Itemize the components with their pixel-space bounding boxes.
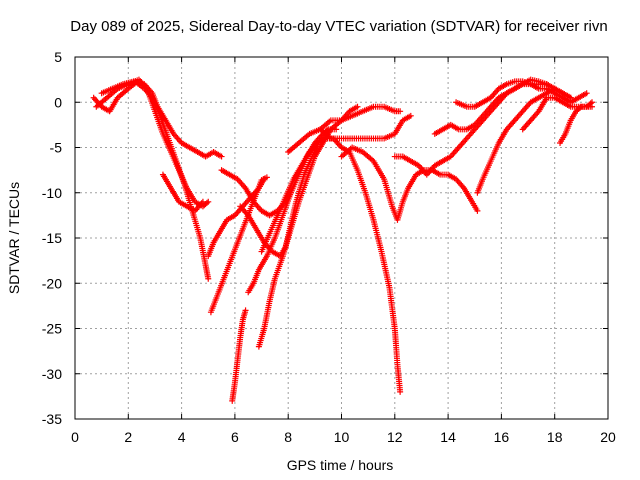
series-track-03 [98, 78, 225, 160]
x-tick-label: 2 [124, 429, 132, 445]
data-point [589, 103, 596, 110]
data-point [203, 199, 210, 206]
series-track-14 [338, 144, 481, 223]
series-track-13 [317, 112, 414, 142]
y-tick-label: -5 [50, 140, 63, 156]
data-point [218, 153, 225, 160]
x-tick-label: 8 [284, 429, 292, 445]
data-point [407, 112, 414, 119]
x-tick-label: 16 [494, 429, 510, 445]
grid [75, 57, 608, 419]
x-tick-label: 14 [440, 429, 456, 445]
x-tick-label: 0 [71, 429, 79, 445]
y-tick-label: 0 [54, 94, 62, 110]
data-point [397, 388, 404, 395]
data-points [90, 76, 596, 404]
data-point [474, 207, 481, 214]
series-track-18 [474, 85, 574, 196]
y-tick-labels: 5 0 -5 -10 -15 -20 -25 -30 -35 [42, 49, 62, 427]
y-tick-label: -35 [42, 411, 62, 427]
data-point [242, 307, 249, 314]
data-point [205, 198, 212, 205]
x-tick-label: 12 [387, 429, 403, 445]
data-point [263, 174, 270, 181]
x-tick-label: 18 [547, 429, 563, 445]
chart-title: Day 089 of 2025, Sidereal Day-to-day VTE… [70, 18, 607, 35]
y-tick-label: 5 [54, 49, 62, 65]
data-point [199, 198, 206, 205]
series-track-20 [557, 103, 596, 146]
y-tick-label: -20 [42, 275, 62, 291]
series-track-12 [285, 103, 404, 156]
x-tick-label: 20 [600, 429, 616, 445]
x-tick-labels: 0 2 4 6 8 10 12 14 16 18 20 [71, 429, 616, 445]
data-point [333, 126, 340, 133]
series-track-04 [159, 171, 206, 214]
data-point [583, 90, 590, 97]
x-tick-label: 4 [178, 429, 186, 445]
y-tick-label: -30 [42, 366, 62, 382]
data-point [577, 104, 584, 111]
data-point [397, 108, 404, 115]
series-track-06 [229, 307, 249, 404]
x-tick-label: 10 [334, 429, 350, 445]
data-point [354, 103, 361, 110]
y-axis-label: SDTVAR / TECUs [6, 182, 22, 294]
y-tick-label: -25 [42, 321, 62, 337]
y-tick-label: -10 [42, 185, 62, 201]
y-tick-label: -15 [42, 230, 62, 246]
data-point [205, 275, 212, 282]
data-point [567, 94, 574, 101]
series-outliers [207, 174, 270, 316]
axis-ticks [74, 56, 609, 420]
x-tick-label: 6 [231, 429, 239, 445]
x-axis-label: GPS time / hours [287, 457, 394, 473]
